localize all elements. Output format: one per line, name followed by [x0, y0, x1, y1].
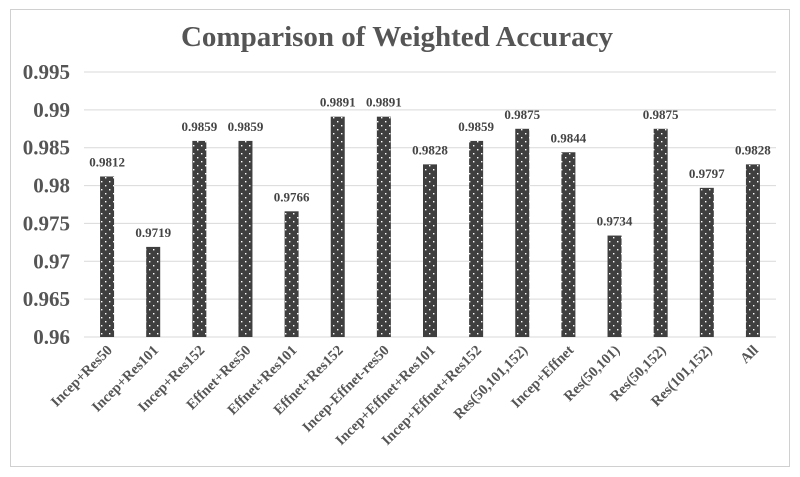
- y-tick-label: 0.965: [23, 287, 70, 311]
- data-labels: 0.9812 0.9719 0.9859 0.9859 0.9766 0.9891 0.98…: [89, 95, 771, 240]
- y-tick-label: 0.97: [33, 249, 70, 273]
- bar: [699, 187, 714, 337]
- y-tick-label: 0.985: [23, 136, 70, 160]
- bar: [423, 164, 437, 337]
- bar: [653, 128, 668, 337]
- bar: [607, 235, 622, 337]
- data-label: 0.9797: [689, 166, 725, 181]
- y-axis-ticks: 0.96 0.965 0.97 0.975 0.98 0.985 0.99 0.995: [23, 60, 70, 349]
- data-label: 0.9844: [551, 130, 587, 145]
- data-label: 0.9734: [597, 214, 633, 229]
- y-tick-label: 0.98: [33, 174, 70, 198]
- chart-title: Comparison of Weighted Accuracy: [181, 21, 614, 53]
- data-label: 0.9875: [643, 107, 679, 122]
- data-label: 0.9859: [228, 119, 264, 134]
- bar: [238, 140, 253, 337]
- data-label: 0.9719: [135, 225, 171, 240]
- chart-border: [10, 9, 790, 467]
- bar: [284, 211, 299, 337]
- data-label: 0.9766: [274, 189, 310, 204]
- bar: [376, 116, 391, 338]
- data-label: 0.9859: [458, 119, 494, 134]
- bar: [330, 116, 345, 338]
- bar: [469, 140, 484, 337]
- data-label: 0.9812: [89, 154, 125, 169]
- y-tick-label: 0.995: [23, 60, 70, 84]
- bar: [100, 176, 115, 337]
- y-tick-label: 0.975: [23, 211, 70, 235]
- bars: [100, 116, 760, 338]
- y-tick-label: 0.99: [33, 98, 70, 122]
- bar: [515, 128, 530, 337]
- data-label: 0.9891: [366, 95, 402, 110]
- data-label: 0.9859: [181, 119, 217, 134]
- data-label: 0.9875: [504, 107, 540, 122]
- data-label: 0.9828: [735, 142, 771, 157]
- bar: [561, 152, 576, 337]
- bar: [146, 246, 161, 337]
- data-label: 0.9828: [412, 142, 448, 157]
- bar: [745, 164, 760, 337]
- y-tick-label: 0.96: [33, 325, 70, 349]
- data-label: 0.9891: [320, 95, 356, 110]
- bar: [192, 140, 207, 337]
